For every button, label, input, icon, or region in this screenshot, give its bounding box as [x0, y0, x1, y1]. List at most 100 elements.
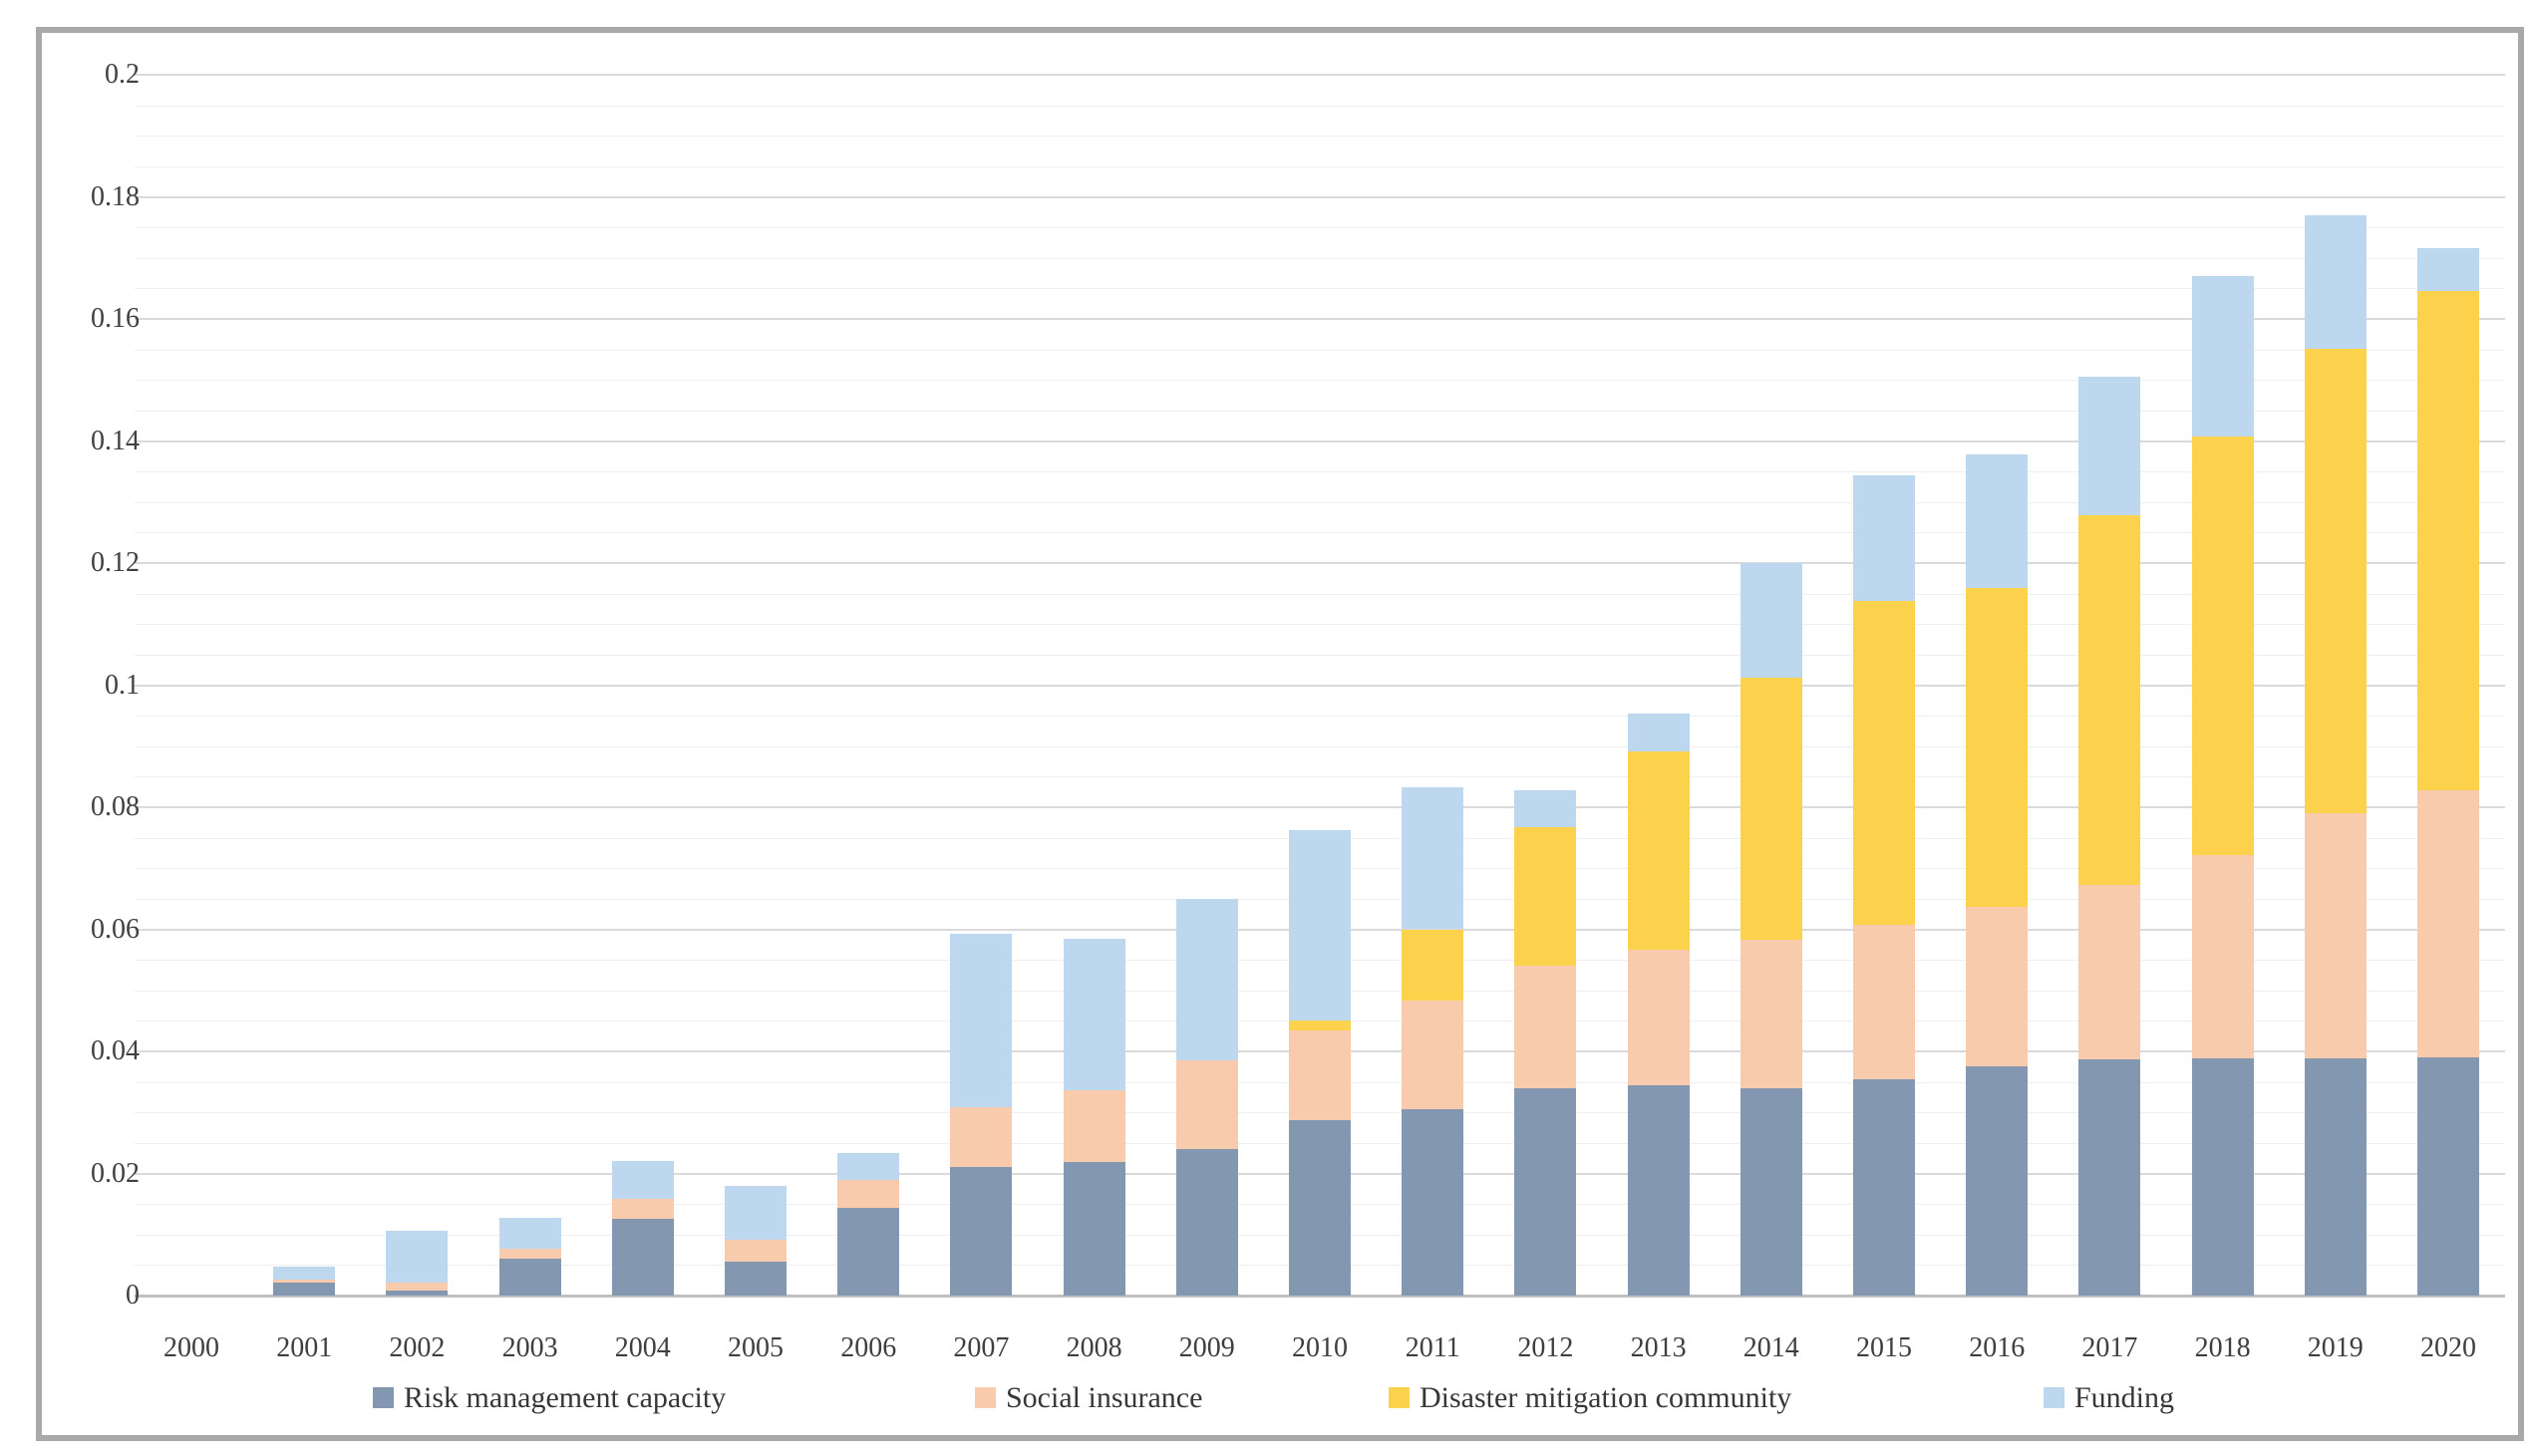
bar-segment-social-insurance-2002[interactable] [386, 1282, 449, 1292]
x-axis-tick-label-2019: 2019 [2307, 1332, 2364, 1363]
bar-segment-funding-2007[interactable] [950, 934, 1013, 1108]
x-axis-tick-label-2011: 2011 [1405, 1332, 1460, 1363]
bar-segment-social-insurance-2005[interactable] [725, 1239, 787, 1262]
bar-segment-risk-management-capacity-2013[interactable] [1627, 1085, 1690, 1296]
bar-segment-funding-2019[interactable] [2304, 215, 2367, 349]
minor-gridline [135, 288, 2505, 290]
legend-label: Disaster mitigation community [1420, 1381, 1792, 1414]
y-axis-tick-label: 0.08 [91, 791, 140, 822]
bar-segment-social-insurance-2012[interactable] [1514, 966, 1577, 1089]
bar-segment-risk-management-capacity-2019[interactable] [2304, 1057, 2367, 1296]
bar-segment-risk-management-capacity-2015[interactable] [1853, 1079, 1915, 1296]
x-axis-line [135, 1295, 2505, 1298]
bar-segment-risk-management-capacity-2011[interactable] [1402, 1108, 1464, 1296]
bar-segment-risk-management-capacity-2012[interactable] [1514, 1088, 1577, 1296]
bar-segment-funding-2003[interactable] [498, 1218, 561, 1250]
bar-segment-risk-management-capacity-2006[interactable] [837, 1208, 900, 1296]
chart-outer-frame [36, 27, 2524, 1441]
bar-segment-disaster-mitigation-community-2016[interactable] [1966, 588, 2029, 907]
bar-segment-funding-2005[interactable] [725, 1185, 787, 1240]
bar-segment-social-insurance-2006[interactable] [837, 1180, 900, 1209]
bar-segment-funding-2020[interactable] [2417, 247, 2479, 291]
bar-segment-funding-2009[interactable] [1175, 898, 1238, 1061]
bar-segment-funding-2015[interactable] [1853, 475, 1915, 601]
minor-gridline [135, 532, 2505, 534]
bar-segment-social-insurance-2016[interactable] [1966, 906, 2029, 1066]
minor-gridline [135, 227, 2505, 229]
x-axis-tick-label-2009: 2009 [1178, 1332, 1235, 1363]
bar-segment-social-insurance-2015[interactable] [1853, 924, 1915, 1080]
y-axis-tick-label: 0.06 [91, 913, 140, 945]
minor-gridline [135, 471, 2505, 473]
bar-segment-disaster-mitigation-community-2014[interactable] [1740, 678, 1802, 940]
minor-gridline [135, 105, 2505, 107]
minor-gridline [135, 593, 2505, 595]
bar-segment-funding-2010[interactable] [1289, 829, 1351, 1020]
bar-segment-social-insurance-2014[interactable] [1740, 939, 1802, 1089]
bar-segment-disaster-mitigation-community-2011[interactable] [1402, 929, 1464, 1001]
bar-segment-risk-management-capacity-2005[interactable] [725, 1261, 787, 1296]
bar-segment-social-insurance-2020[interactable] [2417, 789, 2479, 1058]
bar-segment-risk-management-capacity-2002[interactable] [386, 1291, 449, 1296]
bar-segment-social-insurance-2011[interactable] [1402, 1000, 1464, 1109]
bar-segment-disaster-mitigation-community-2019[interactable] [2304, 349, 2367, 813]
bar-segment-funding-2014[interactable] [1740, 563, 1802, 679]
major-gridline [135, 195, 2505, 198]
bar-segment-risk-management-capacity-2017[interactable] [2078, 1058, 2141, 1296]
bar-segment-risk-management-capacity-2020[interactable] [2417, 1057, 2479, 1296]
bar-segment-funding-2012[interactable] [1514, 790, 1577, 827]
minor-gridline [135, 501, 2505, 503]
bar-segment-disaster-mitigation-community-2010[interactable] [1289, 1019, 1351, 1031]
bar-segment-risk-management-capacity-2007[interactable] [950, 1166, 1013, 1296]
minor-gridline [135, 136, 2505, 138]
bar-segment-disaster-mitigation-community-2012[interactable] [1514, 826, 1577, 967]
bar-segment-risk-management-capacity-2004[interactable] [611, 1219, 674, 1296]
bar-segment-funding-2001[interactable] [273, 1267, 336, 1281]
bar-segment-disaster-mitigation-community-2015[interactable] [1853, 600, 1915, 925]
legend-swatch-icon [1389, 1387, 1410, 1408]
bar-segment-funding-2008[interactable] [1063, 938, 1125, 1090]
bar-segment-disaster-mitigation-community-2013[interactable] [1627, 751, 1690, 950]
bar-segment-funding-2004[interactable] [611, 1161, 674, 1199]
bar-segment-funding-2017[interactable] [2078, 377, 2141, 516]
bar-segment-social-insurance-2010[interactable] [1289, 1030, 1351, 1120]
major-gridline [135, 806, 2505, 808]
bar-segment-social-insurance-2018[interactable] [2191, 855, 2254, 1059]
bar-segment-risk-management-capacity-2014[interactable] [1740, 1088, 1802, 1296]
bar-segment-social-insurance-2007[interactable] [950, 1107, 1013, 1167]
bar-segment-risk-management-capacity-2016[interactable] [1966, 1065, 2029, 1296]
bar-segment-risk-management-capacity-2008[interactable] [1063, 1161, 1125, 1296]
bar-segment-social-insurance-2001[interactable] [273, 1280, 336, 1283]
bar-segment-risk-management-capacity-2009[interactable] [1175, 1149, 1238, 1296]
bar-segment-social-insurance-2019[interactable] [2304, 812, 2367, 1058]
bar-segment-social-insurance-2017[interactable] [2078, 885, 2141, 1059]
bar-segment-social-insurance-2004[interactable] [611, 1198, 674, 1220]
bar-segment-funding-2002[interactable] [386, 1231, 449, 1283]
bar-segment-funding-2011[interactable] [1402, 786, 1464, 930]
y-axis-tick-label: 0.16 [91, 303, 140, 334]
bar-segment-social-insurance-2009[interactable] [1175, 1060, 1238, 1149]
bar-segment-disaster-mitigation-community-2018[interactable] [2191, 436, 2254, 856]
x-axis-tick-label-2015: 2015 [1856, 1332, 1912, 1363]
bar-segment-funding-2013[interactable] [1627, 714, 1690, 752]
legend-swatch-icon [975, 1387, 996, 1408]
bar-segment-disaster-mitigation-community-2020[interactable] [2417, 290, 2479, 790]
y-axis-tick-label: 0.02 [91, 1157, 140, 1189]
minor-gridline [135, 257, 2505, 259]
minor-gridline [135, 380, 2505, 382]
x-axis-tick-label-2005: 2005 [728, 1332, 784, 1363]
bar-segment-social-insurance-2013[interactable] [1627, 949, 1690, 1086]
x-axis-tick-label-2000: 2000 [163, 1332, 219, 1363]
bar-segment-risk-management-capacity-2010[interactable] [1289, 1119, 1351, 1296]
bar-segment-funding-2018[interactable] [2191, 275, 2254, 437]
bar-segment-funding-2016[interactable] [1966, 453, 2029, 589]
bar-segment-funding-2006[interactable] [837, 1153, 900, 1181]
bar-segment-risk-management-capacity-2018[interactable] [2191, 1058, 2254, 1296]
bar-segment-disaster-mitigation-community-2017[interactable] [2078, 515, 2141, 886]
bar-segment-risk-management-capacity-2001[interactable] [273, 1282, 336, 1296]
bar-segment-social-insurance-2008[interactable] [1063, 1089, 1125, 1162]
bar-segment-social-insurance-2003[interactable] [498, 1249, 561, 1259]
bar-segment-risk-management-capacity-2003[interactable] [498, 1258, 561, 1296]
